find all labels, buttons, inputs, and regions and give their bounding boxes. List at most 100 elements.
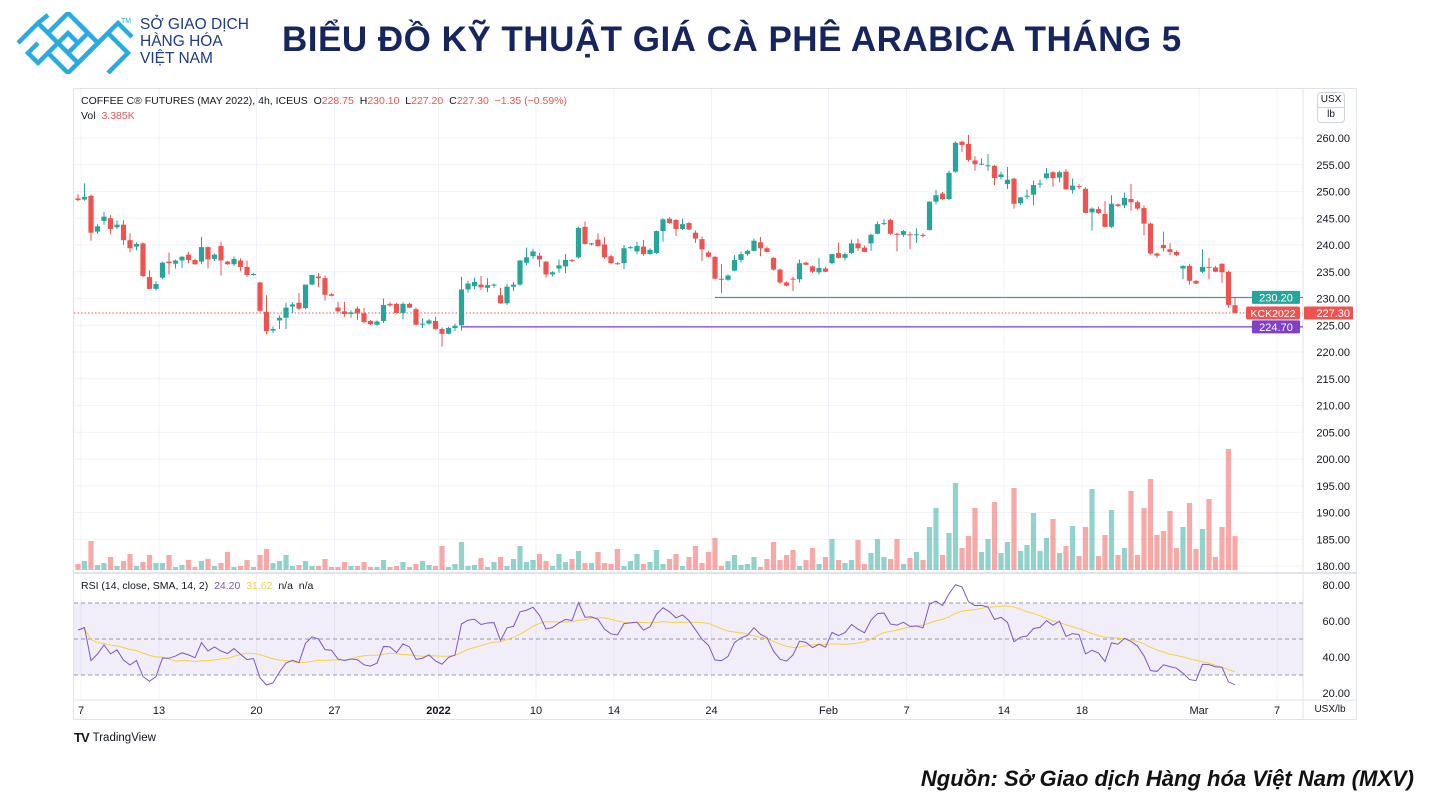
candle-body (660, 219, 666, 232)
candle-body (582, 226, 588, 244)
candle (380, 298, 387, 324)
candle (1082, 187, 1089, 214)
volume-bar (822, 557, 829, 570)
candle-body (939, 193, 946, 199)
candle (868, 233, 874, 251)
volume-bar (1024, 545, 1030, 570)
time-tick-label: 20 (250, 705, 262, 717)
candle (127, 233, 133, 253)
candle-body (621, 248, 627, 264)
candle-body (842, 254, 848, 258)
candle (686, 221, 692, 231)
candle-body (432, 320, 439, 329)
candle (257, 281, 263, 312)
candle (1102, 201, 1108, 228)
candle (829, 254, 835, 265)
unit-top: USX (1318, 93, 1344, 108)
volume-bar (777, 560, 783, 570)
volume-bar (88, 541, 94, 570)
candle (283, 302, 289, 329)
time-tick-label: 13 (153, 705, 165, 717)
candle (751, 238, 757, 252)
price-tick-label: 245.00 (1316, 213, 1350, 225)
rsi-na-2: n/a (298, 580, 314, 592)
candle-body (881, 223, 887, 225)
time-tick-label: 10 (530, 705, 542, 717)
candle (692, 230, 699, 243)
rsi-line (77, 584, 1236, 686)
volume-bar (309, 566, 315, 570)
candle (803, 261, 809, 266)
candle (861, 245, 868, 252)
candle-body (374, 321, 380, 325)
source-note: Nguồn: Sở Giao dịch Hàng hóa Việt Nam (M… (920, 766, 1414, 791)
candle-body (556, 265, 562, 269)
volume-bar (452, 564, 458, 570)
unit-selector[interactable]: USX lb (1317, 92, 1345, 123)
candle (998, 171, 1004, 180)
candle-body (699, 239, 705, 250)
candle-body (341, 311, 348, 315)
rsi-tick-label: 80.00 (1322, 580, 1350, 592)
volume-bar (263, 549, 270, 570)
volume-bar (1069, 526, 1076, 570)
volume-bar (998, 553, 1004, 570)
candle-body (406, 303, 413, 308)
volume-bar (1154, 535, 1160, 570)
candle (120, 220, 127, 245)
candle-body (933, 195, 939, 202)
volume-bar (127, 554, 133, 570)
volume-bar (731, 555, 738, 570)
volume-bar (478, 558, 484, 570)
candle (153, 281, 159, 291)
candle (419, 318, 426, 328)
time-tick-label: 27 (328, 705, 340, 717)
time-tick-label: 7 (78, 705, 84, 717)
volume-bar (237, 566, 244, 570)
candle-body (608, 256, 614, 264)
candle-body (666, 218, 673, 224)
candle-body (237, 260, 244, 267)
candle (302, 284, 309, 310)
candle (972, 156, 978, 171)
candle-body (192, 259, 198, 265)
candle (1141, 205, 1147, 236)
volume-bar (1141, 508, 1147, 570)
candle (471, 277, 478, 290)
candle (1173, 250, 1180, 257)
candle-body (627, 247, 634, 249)
volume-bar (276, 561, 283, 570)
candle (575, 226, 582, 259)
volume-bar (959, 548, 965, 570)
rsi-tick-label: 20.00 (1322, 688, 1350, 700)
chart-frame[interactable] (73, 88, 1357, 720)
candle (809, 265, 816, 273)
candle (1134, 200, 1141, 210)
volume-bar (211, 566, 218, 570)
volume-bar (1076, 556, 1082, 570)
volume-bar (185, 560, 192, 570)
volume-bar (809, 548, 816, 570)
candle-body (75, 198, 81, 201)
volume-bar (1186, 503, 1193, 570)
price-tick-label: 190.00 (1316, 508, 1350, 520)
volume-bar (1089, 489, 1095, 570)
price-label-box (1252, 320, 1300, 334)
volume-bar (1160, 531, 1167, 570)
candle (569, 258, 575, 263)
candle (406, 302, 413, 309)
candle-body (1004, 179, 1011, 185)
volume-bar (751, 557, 757, 570)
volume-bar (289, 566, 296, 570)
candle (595, 233, 601, 247)
candle-body (133, 243, 140, 247)
volume-bar (341, 562, 348, 570)
candle (712, 256, 718, 280)
volume-bar (1095, 556, 1102, 570)
candle (887, 218, 894, 235)
candle (530, 248, 536, 259)
volume-bar (406, 567, 413, 570)
candle (939, 192, 946, 201)
price-tick-label: 205.00 (1316, 427, 1350, 439)
